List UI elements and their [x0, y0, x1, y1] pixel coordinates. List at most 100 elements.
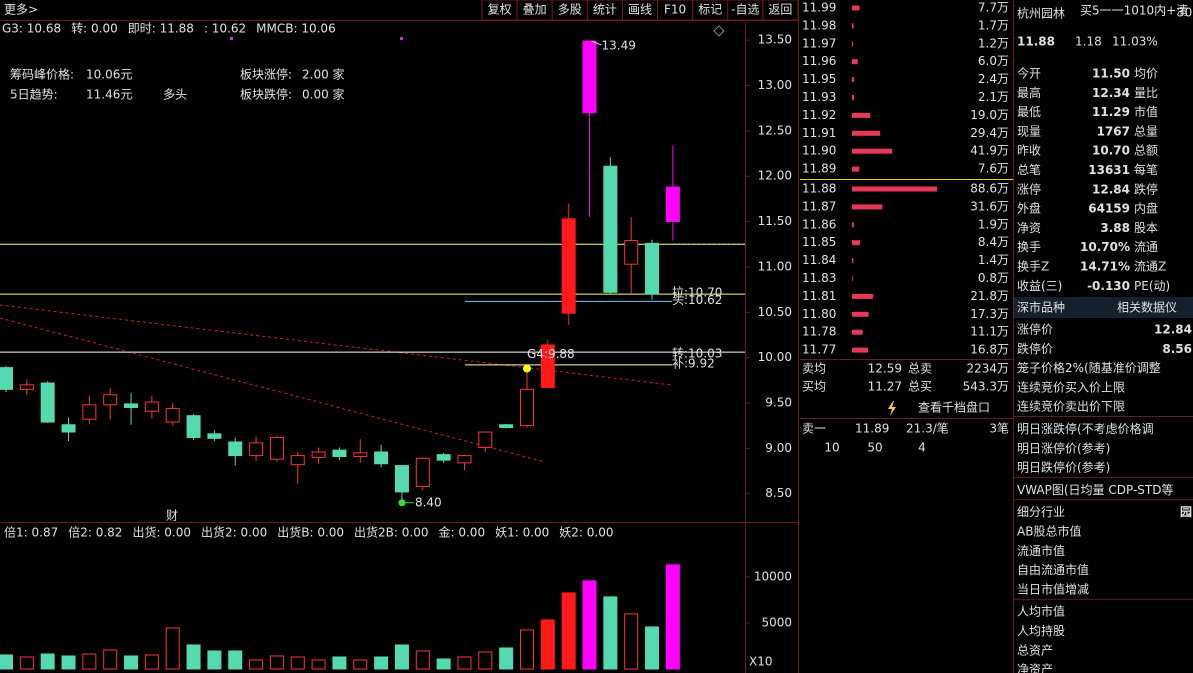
volume-bar	[415, 650, 430, 670]
book-price: 11.85	[802, 235, 836, 249]
toolbar-button-label[interactable]: 叠加	[523, 3, 547, 17]
info-value: 12.84	[1154, 323, 1192, 337]
indicator: 出货: 0.00	[132, 525, 191, 540]
book-bar	[852, 222, 854, 228]
toolbar-button-label[interactable]: 标记	[698, 3, 722, 17]
info-label: 涨停价	[1017, 322, 1053, 337]
y-tick-label: 12.00	[758, 169, 792, 183]
book-bar	[852, 5, 860, 11]
toolbar-button-label[interactable]: 画线	[628, 3, 652, 17]
more-button[interactable]: 更多>	[4, 3, 38, 17]
toolbar-button-label[interactable]: 返回	[768, 3, 792, 17]
low-dot	[398, 499, 406, 507]
volume-bar	[394, 644, 409, 670]
toolbar-button-label[interactable]: 统计	[593, 3, 617, 17]
book-bar	[852, 329, 863, 335]
book-price: 11.89	[802, 162, 836, 176]
toolbar-button-label[interactable]: 复权	[488, 3, 512, 17]
overlay-label: 板块跌停:	[240, 87, 292, 102]
book-amount: 16.8万	[970, 343, 1009, 357]
volume-bar	[540, 619, 555, 670]
info-label: 明日涨跌停(不考虑价格调	[1017, 421, 1154, 436]
book-price: 11.77	[802, 343, 836, 357]
first-level: 11.89	[855, 422, 889, 436]
quote-label: 跌停	[1134, 181, 1158, 196]
book-bar	[852, 23, 854, 29]
quote-value: 64159	[1088, 202, 1130, 216]
overlay-label: 筹码峰价格:	[10, 67, 74, 82]
depth-link[interactable]: 查看千档盘口	[918, 400, 990, 415]
book-amount: 19.0万	[970, 108, 1009, 122]
book-amount: 41.9万	[970, 144, 1009, 158]
toolbar-button-label[interactable]: -自选	[731, 3, 759, 17]
toolbar-button-label[interactable]: 多股	[558, 3, 582, 17]
candle-body	[269, 436, 284, 460]
y-tick-label: 10000	[754, 569, 792, 583]
candle-body	[249, 442, 264, 457]
high-label: 13.49	[602, 39, 636, 53]
first-level: 21.3/笔	[906, 421, 949, 436]
info-label: 连续竞价卖出价下限	[1017, 399, 1125, 414]
candle-body	[415, 457, 430, 487]
book-amount: 29.4万	[970, 126, 1009, 140]
volume-bar	[144, 654, 159, 670]
overlay-label: 5日趋势:	[10, 88, 58, 102]
volume-bar	[478, 651, 493, 670]
volume-bar	[374, 656, 389, 670]
book-amount: 1.4万	[978, 253, 1009, 267]
candle-body	[228, 441, 243, 457]
book-price: 11.88	[802, 182, 836, 196]
y-tick-label: 5000	[761, 615, 792, 629]
book-bar	[852, 112, 871, 118]
book-price: 11.96	[802, 54, 836, 68]
summary-label: 总买	[908, 380, 932, 394]
quote-label: 总笔	[1017, 162, 1041, 177]
book-bar	[852, 347, 869, 353]
quote-label: 换手	[1017, 240, 1041, 254]
volume-bar	[561, 592, 576, 670]
quote-label: 股本	[1134, 221, 1158, 235]
book-amount: 1.9万	[978, 217, 1009, 231]
book-price: 11.92	[802, 108, 836, 122]
overlay-label: 板块涨停:	[240, 67, 292, 82]
quote-value: 1767	[1097, 124, 1130, 138]
quote-label: 净资	[1017, 221, 1041, 235]
candle-body	[311, 451, 326, 458]
y-tick-label: 13.50	[758, 33, 792, 47]
quote-label: 涨停	[1017, 181, 1041, 196]
trend-line	[0, 317, 546, 463]
y-tick-label: 9.00	[765, 441, 792, 455]
y-tick-label: 9.50	[765, 395, 792, 409]
candle-body	[665, 186, 680, 223]
volume-bar	[228, 650, 243, 670]
volume-bar	[457, 656, 472, 670]
summary-label: 总卖	[908, 362, 932, 376]
toolbar-button[interactable]	[762, 0, 799, 21]
book-price: 11.97	[802, 36, 836, 50]
candle-body	[207, 433, 222, 439]
book-bar	[852, 130, 881, 136]
book-amount: 7.6万	[978, 162, 1009, 176]
volume-bar	[124, 655, 139, 670]
indicator: 出货B: 0.00	[277, 525, 344, 540]
volume-bar	[311, 659, 326, 670]
candle-body	[520, 388, 534, 427]
volume-bar	[582, 580, 597, 670]
section-header: 深市品种	[1017, 300, 1065, 315]
book-bar	[852, 311, 869, 317]
lightning-icon	[888, 401, 896, 416]
info-label: 细分行业	[1017, 505, 1065, 519]
y-tick-label: 11.50	[758, 214, 792, 228]
book-amount: 11.1万	[970, 325, 1009, 339]
book-price: 11.81	[802, 289, 836, 303]
book-price: 11.93	[802, 90, 836, 104]
volume-bar	[40, 653, 55, 670]
book-price: 11.95	[802, 72, 836, 86]
book-amount: 31.6万	[970, 199, 1009, 213]
book-price: 11.87	[802, 199, 836, 213]
book-price: 11.86	[802, 217, 836, 231]
toolbar-button-label[interactable]: F10	[664, 3, 686, 17]
candle-body	[124, 403, 139, 409]
info-label: 人均持股	[1017, 623, 1065, 638]
